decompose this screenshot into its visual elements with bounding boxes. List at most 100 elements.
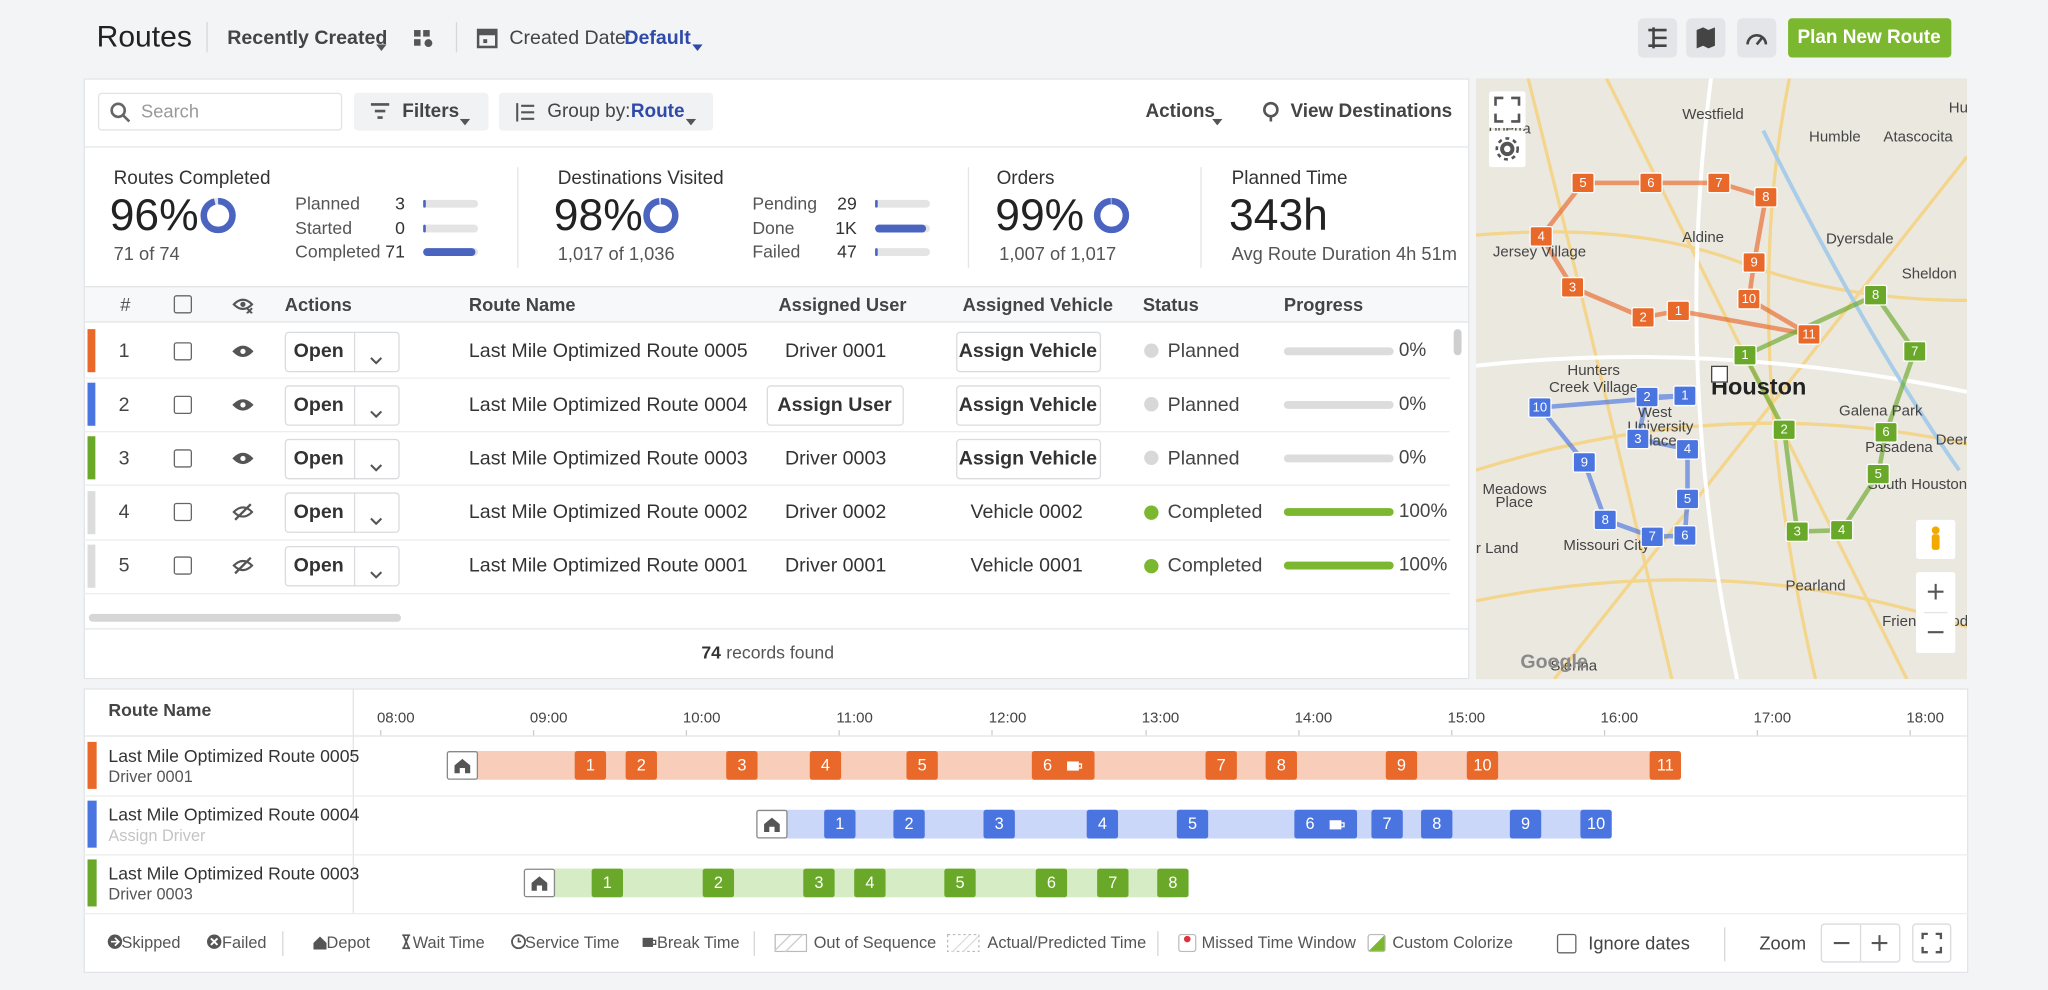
map-marker[interactable]: 8 <box>1593 509 1617 530</box>
map-marker[interactable]: 10 <box>1528 397 1552 418</box>
map-marker[interactable]: 1 <box>1667 300 1691 321</box>
timeline-stop[interactable]: 1 <box>575 751 606 780</box>
view-toggle[interactable] <box>1737 18 1776 57</box>
timeline-stop[interactable]: 8 <box>1421 810 1452 839</box>
expand-chevron[interactable] <box>370 401 383 409</box>
map-marker[interactable]: 4 <box>1529 226 1553 247</box>
timeline-stop[interactable]: 6 <box>1032 751 1095 780</box>
map-control[interactable] <box>1489 131 1526 168</box>
timeline-stop[interactable]: 3 <box>803 869 834 898</box>
row-checkbox[interactable] <box>174 557 192 575</box>
map-marker[interactable]: 6 <box>1673 525 1697 546</box>
map-marker[interactable]: 5 <box>1676 488 1700 509</box>
visibility-toggle[interactable] <box>232 449 253 467</box>
date-value[interactable]: Default <box>624 28 690 48</box>
depot-stop[interactable] <box>524 869 555 898</box>
search-box[interactable] <box>98 93 342 131</box>
checkbox-all[interactable] <box>174 295 192 313</box>
timeline-stop[interactable]: 7 <box>1371 810 1402 839</box>
open-button[interactable]: Open <box>294 502 344 522</box>
actions-menu[interactable]: Actions <box>1145 103 1214 122</box>
timeline-stop[interactable]: 9 <box>1510 810 1541 839</box>
map-marker[interactable]: 6 <box>1639 172 1663 193</box>
timeline-stop[interactable]: 3 <box>984 810 1015 839</box>
timeline-stop[interactable]: 11 <box>1650 751 1681 780</box>
open-button[interactable]: Open <box>294 556 344 576</box>
visibility-toggle[interactable] <box>232 342 253 360</box>
map-marker[interactable]: 7 <box>1903 341 1927 362</box>
map-marker[interactable]: 1 <box>1733 345 1757 366</box>
expand-chevron[interactable] <box>370 454 383 462</box>
assign-vehicle[interactable]: Assign Vehicle <box>959 341 1097 361</box>
timeline-stop[interactable]: 3 <box>726 751 757 780</box>
timeline-stop[interactable]: 5 <box>944 869 975 898</box>
timeline-stop[interactable]: 6 <box>1294 810 1357 839</box>
map-control[interactable] <box>1489 91 1526 128</box>
layout-icon[interactable] <box>413 27 434 48</box>
map-marker[interactable]: 7 <box>1707 172 1731 193</box>
map-marker[interactable]: 4 <box>1676 439 1700 460</box>
assign-vehicle[interactable]: Assign Vehicle <box>959 449 1097 469</box>
expand-chevron[interactable] <box>370 562 383 570</box>
map-marker[interactable]: 3 <box>1626 428 1650 449</box>
map-marker[interactable]: 4 <box>1830 520 1854 541</box>
timeline-stop[interactable]: 8 <box>1157 869 1188 898</box>
map-marker[interactable]: 5 <box>1866 464 1890 485</box>
timeline-stop[interactable]: 4 <box>810 751 841 780</box>
timeline-stop[interactable]: 10 <box>1467 751 1498 780</box>
sort-dropdown[interactable]: Recently Created <box>227 28 387 48</box>
row-checkbox[interactable] <box>174 449 192 467</box>
timeline-stop[interactable]: 5 <box>906 751 937 780</box>
depot-stop[interactable] <box>756 810 787 839</box>
depot-stop[interactable] <box>447 751 478 780</box>
timeline-stop[interactable]: 7 <box>1206 751 1237 780</box>
map-marker[interactable]: 2 <box>1772 419 1796 440</box>
plan-button[interactable]: Plan New Route <box>1788 18 1951 57</box>
map-marker[interactable]: 9 <box>1742 252 1766 273</box>
row-checkbox[interactable] <box>174 395 192 413</box>
timeline-stop[interactable]: 2 <box>703 869 734 898</box>
timeline-stop[interactable]: 2 <box>626 751 657 780</box>
filters-label[interactable]: Filters <box>402 103 459 122</box>
ignore-dates-label[interactable]: Ignore dates <box>1588 934 1690 952</box>
ignore-dates-checkbox[interactable] <box>1557 934 1577 954</box>
map-marker[interactable]: 8 <box>1864 285 1888 306</box>
view-destinations[interactable]: View Destinations <box>1290 103 1452 122</box>
timeline-stop[interactable]: 1 <box>592 869 623 898</box>
map-marker[interactable]: 7 <box>1640 526 1664 547</box>
open-button[interactable]: Open <box>294 395 344 415</box>
visibility-toggle[interactable] <box>232 557 253 575</box>
map-marker[interactable]: 8 <box>1754 187 1778 208</box>
zoom-controls[interactable] <box>1821 923 1901 962</box>
assign-user[interactable]: Assign User <box>777 395 891 415</box>
timeline-stop[interactable]: 5 <box>1177 810 1208 839</box>
button-label[interactable]: Plan New Route <box>1797 28 1940 47</box>
timeline-stop[interactable]: 8 <box>1266 751 1297 780</box>
timeline-stop[interactable]: 7 <box>1097 869 1128 898</box>
view-toggle[interactable] <box>1686 18 1725 57</box>
timeline-stop[interactable]: 1 <box>824 810 855 839</box>
map-marker[interactable]: 9 <box>1573 452 1597 473</box>
map-marker[interactable]: 2 <box>1631 307 1655 328</box>
fullscreen-button[interactable] <box>1912 923 1951 962</box>
visibility-toggle[interactable] <box>232 503 253 521</box>
expand-chevron[interactable] <box>370 508 383 516</box>
map-marker[interactable]: 5 <box>1571 172 1595 193</box>
map-marker[interactable]: 3 <box>1561 277 1585 298</box>
row-checkbox[interactable] <box>174 503 192 521</box>
map-marker[interactable]: 1 <box>1673 385 1697 406</box>
map-marker[interactable]: 3 <box>1785 521 1809 542</box>
assign-vehicle[interactable]: Assign Vehicle <box>959 395 1097 415</box>
timeline-stop[interactable]: 9 <box>1386 751 1417 780</box>
timeline-stop[interactable]: 4 <box>854 869 885 898</box>
map-marker[interactable]: 6 <box>1874 422 1898 443</box>
expand-chevron[interactable] <box>370 347 383 355</box>
map-marker[interactable]: 11 <box>1797 324 1821 345</box>
view-toggle[interactable] <box>1638 18 1677 57</box>
timeline-stop[interactable]: 6 <box>1036 869 1067 898</box>
open-button[interactable]: Open <box>294 449 344 469</box>
map-marker[interactable]: 2 <box>1635 387 1659 408</box>
street-view[interactable] <box>1916 520 1955 559</box>
group-by-value[interactable]: Route <box>631 103 685 122</box>
visibility-toggle[interactable] <box>232 395 253 413</box>
